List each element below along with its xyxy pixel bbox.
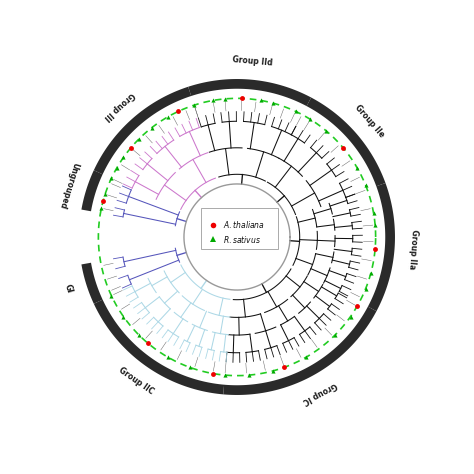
FancyBboxPatch shape [201, 208, 278, 249]
Text: Group IC: Group IC [301, 380, 338, 405]
Text: Group IIC: Group IIC [117, 366, 155, 396]
Text: Group IId: Group IId [232, 55, 273, 68]
Text: $\it{R.sativus}$: $\it{R.sativus}$ [222, 234, 261, 245]
Text: $\it{A.thaliana}$: $\it{A.thaliana}$ [222, 219, 264, 230]
Text: Group IIe: Group IIe [353, 103, 386, 139]
Text: Group IIa: Group IIa [407, 229, 419, 270]
Text: GI: GI [63, 283, 74, 294]
Text: Group III: Group III [102, 90, 136, 122]
Text: Ungrouped: Ungrouped [57, 161, 80, 210]
